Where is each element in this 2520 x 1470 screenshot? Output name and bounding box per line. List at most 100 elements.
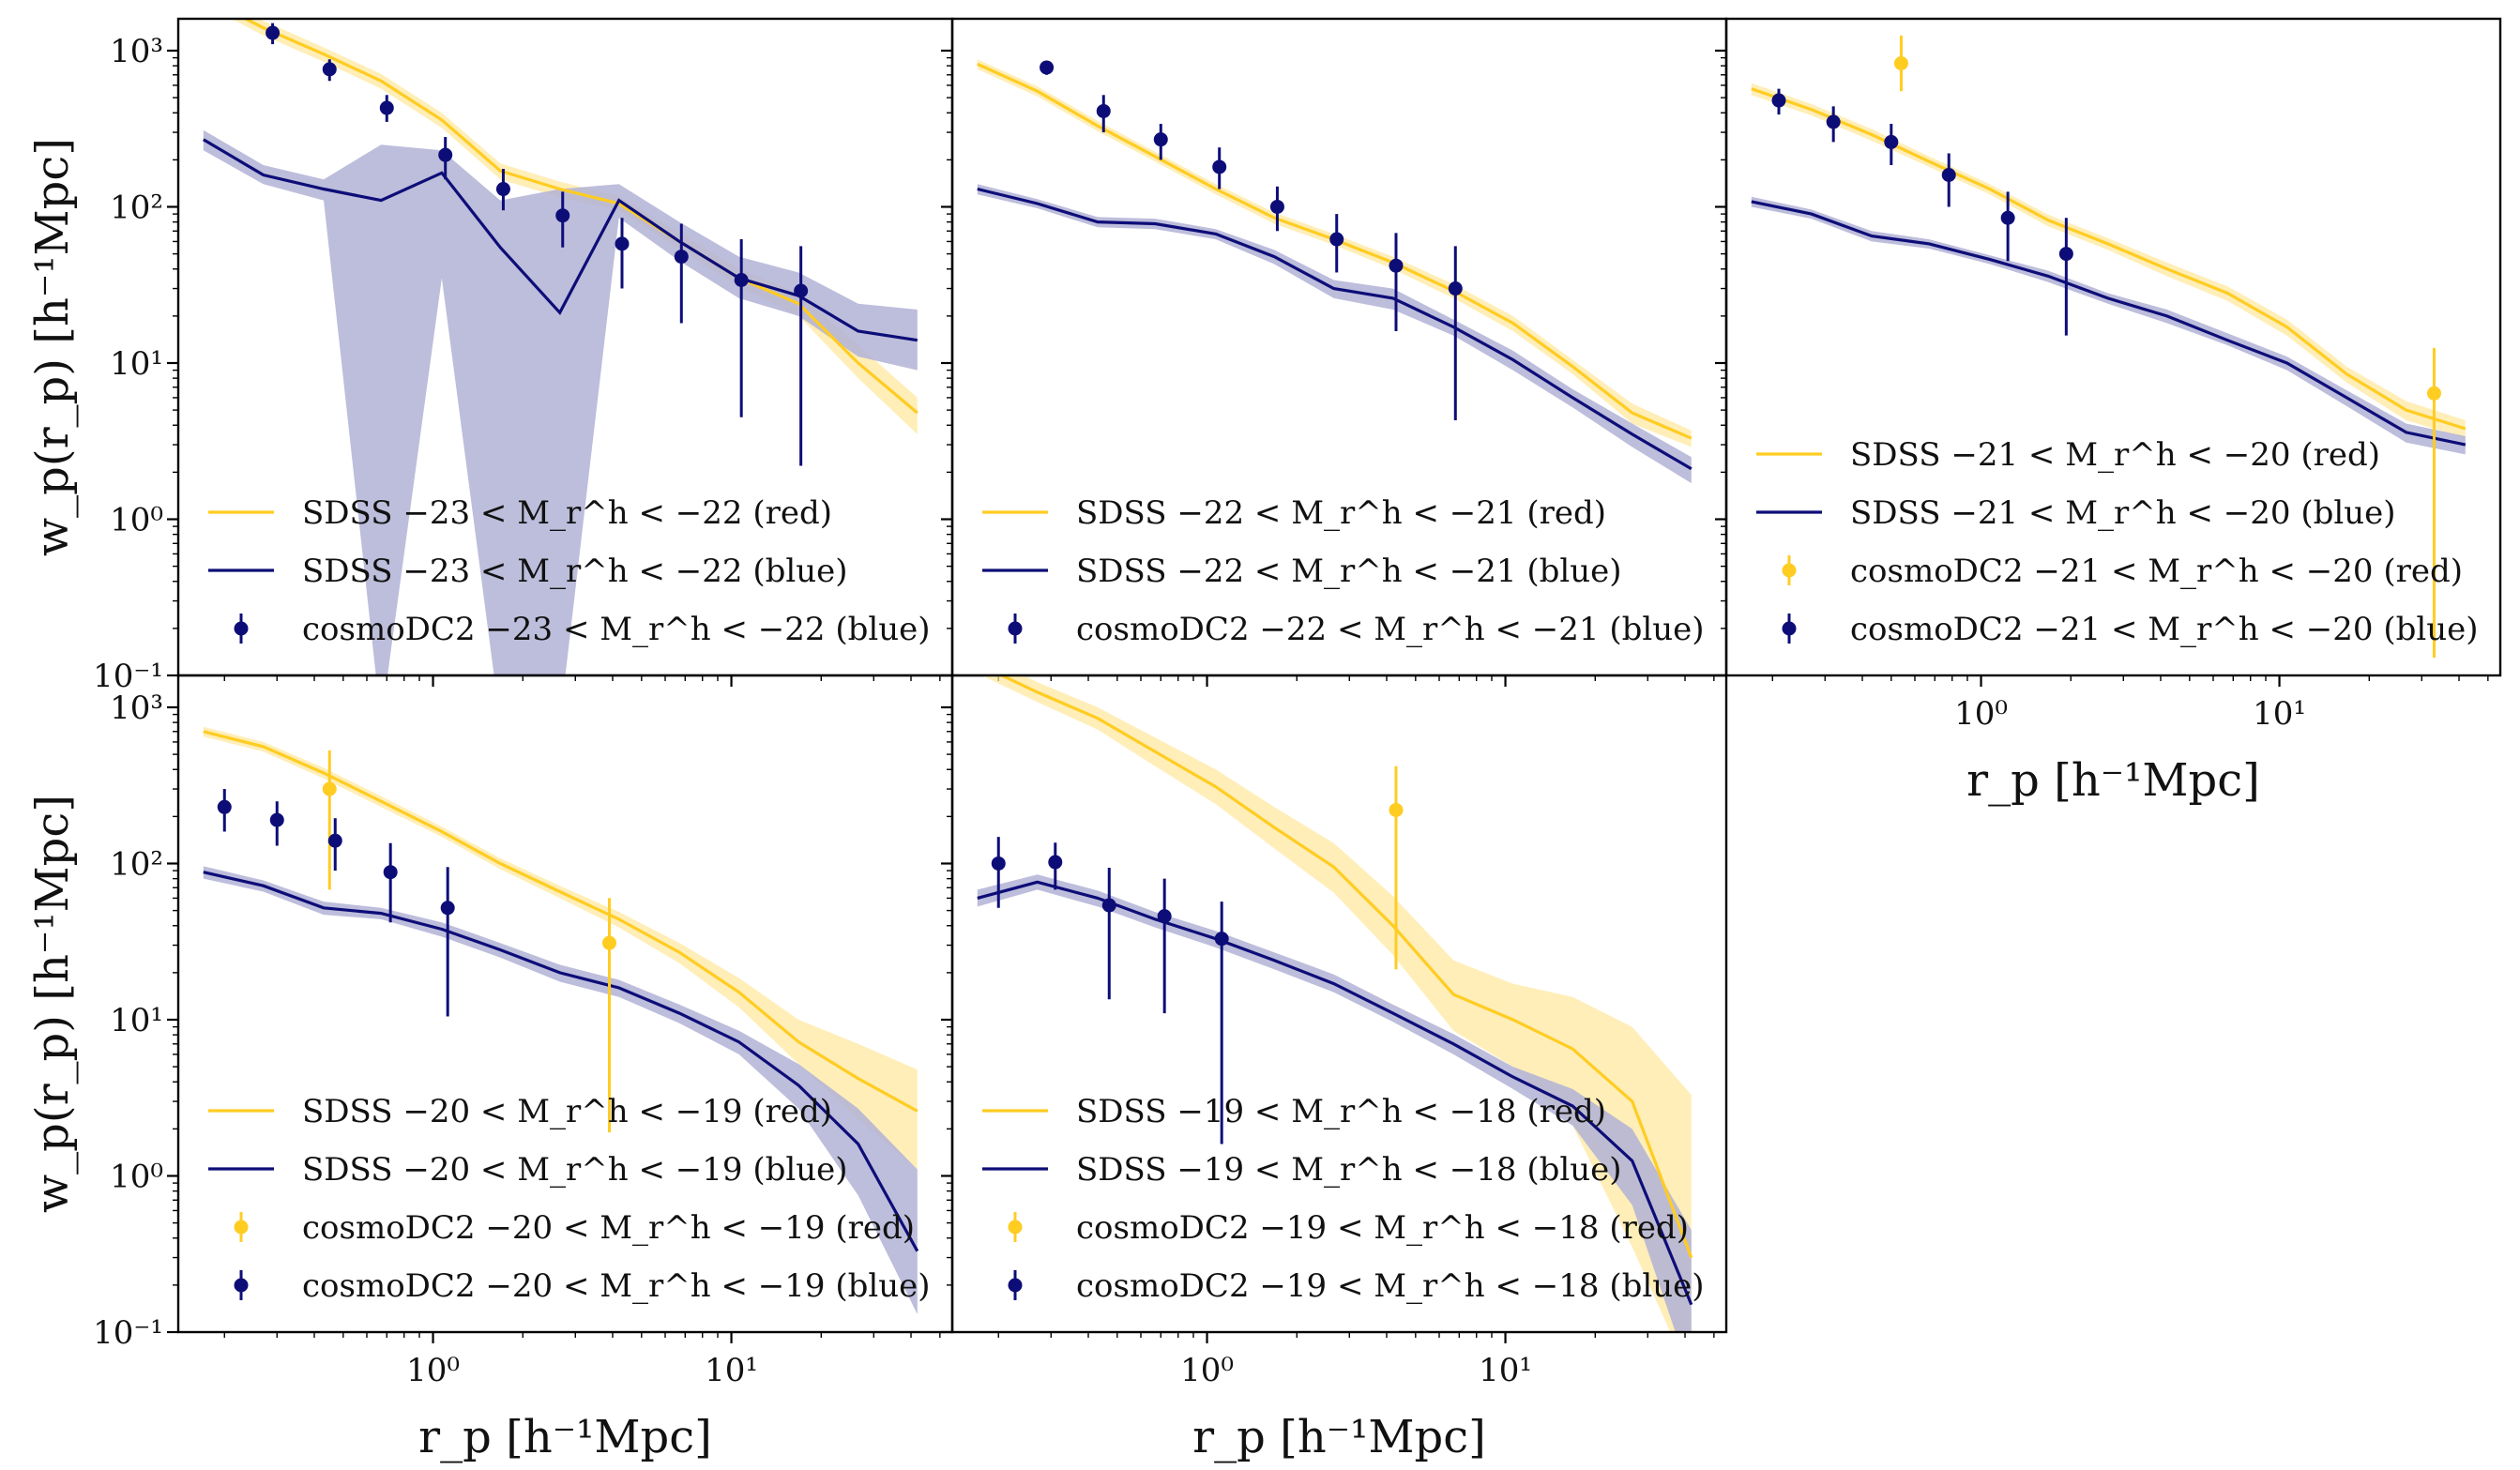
- legend: SDSS −19 < M_r^h < −18 (red) SDSS −19 < M…: [982, 1093, 1705, 1305]
- legend-label: SDSS −22 < M_r^h < −21 (blue): [1076, 553, 1622, 590]
- line-sdss-blue: [977, 880, 1693, 1306]
- legend-label: SDSS −19 < M_r^h < −18 (blue): [1076, 1151, 1622, 1189]
- point-cosmodc2-blue: [495, 182, 510, 197]
- point-cosmodc2-blue: [794, 283, 809, 298]
- point-cosmodc2-blue: [269, 812, 284, 827]
- point-cosmodc2-blue: [1096, 103, 1111, 118]
- point-cosmodc2-blue: [383, 865, 398, 880]
- point-cosmodc2-blue: [327, 833, 342, 848]
- panel-top-middle: SDSS −22 < M_r^h < −21 (red) SDSS −22 < M…: [941, 17, 1728, 687]
- point-cosmodc2-blue: [1269, 199, 1284, 214]
- point-cosmodc2-blue: [1771, 93, 1786, 108]
- band-red-0: [1751, 83, 2466, 439]
- point-cosmodc2-blue: [1048, 855, 1063, 870]
- point-cosmodc2-blue: [1212, 159, 1227, 174]
- point-cosmodc2-blue: [1214, 932, 1229, 947]
- point-cosmodc2-blue: [2000, 210, 2015, 225]
- point-cosmodc2-blue: [217, 799, 232, 814]
- legend-label: SDSS −20 < M_r^h < −19 (red): [302, 1093, 832, 1130]
- x-axis-label: r_p [h⁻¹Mpc]: [1192, 1411, 1486, 1463]
- plot-area: [203, 726, 919, 1314]
- legend-label: cosmoDC2 −21 < M_r^h < −20 (red): [1850, 553, 2463, 590]
- legend-swatch-point: [1008, 1220, 1023, 1235]
- legend-label: SDSS −21 < M_r^h < −20 (red): [1850, 436, 2380, 474]
- point-cosmodc2-blue: [322, 62, 337, 77]
- panel-bottom-left: 10⁻¹ 10⁰ 10¹ 10² 10³ 10⁰ 10¹ r_p [h⁻¹Mpc] w_p(r_…: [26, 674, 954, 1463]
- band-blue-1: [203, 129, 918, 675]
- legend-label: SDSS −23 < M_r^h < −22 (red): [302, 494, 832, 532]
- line-sdss-blue: [1751, 200, 2467, 447]
- point-cosmodc2-blue: [379, 100, 394, 115]
- point-cosmodc2-red: [1389, 802, 1404, 817]
- x-tick-label: 10⁰: [1954, 695, 2008, 733]
- legend-swatch-point: [234, 621, 249, 636]
- y-tick-label: 10³: [110, 33, 163, 70]
- point-cosmodc2-blue: [1040, 60, 1055, 75]
- point-cosmodc2-blue: [1826, 114, 1841, 129]
- y-tick-label: 10⁻¹: [93, 1314, 163, 1352]
- y-tick-label: 10⁰: [110, 501, 163, 538]
- line-sdss-blue: [977, 187, 1693, 471]
- y-tick-label: 10¹: [110, 345, 163, 383]
- x-axis-label: r_p [h⁻¹Mpc]: [1966, 754, 2260, 807]
- legend-label: cosmoDC2 −20 < M_r^h < −19 (red): [302, 1209, 915, 1247]
- point-cosmodc2-blue: [1389, 258, 1404, 273]
- y-axis-label: w_p(r_p) [h⁻¹Mpc]: [26, 138, 79, 556]
- legend-label: cosmoDC2 −19 < M_r^h < −18 (red): [1076, 1209, 1689, 1247]
- point-cosmodc2-blue: [555, 208, 570, 223]
- x-tick-label: 10¹: [2253, 695, 2306, 733]
- panel-top-left: 10⁻¹ 10⁰ 10¹ 10² 10³ w_p(r_p) [h⁻¹Mpc] SDSS −2…: [26, 17, 954, 695]
- legend: SDSS −23 < M_r^h < −22 (red) SDSS −23 < M…: [208, 494, 931, 648]
- point-cosmodc2-blue: [1941, 168, 1956, 183]
- plot-area: [202, 19, 918, 675]
- point-cosmodc2-blue: [1329, 232, 1344, 247]
- legend-swatch-point: [234, 1220, 249, 1235]
- band-blue-1: [977, 874, 1692, 1332]
- legend-swatch-point: [1008, 1278, 1023, 1293]
- point-cosmodc2-blue: [734, 273, 749, 288]
- point-cosmodc2-blue: [2058, 247, 2073, 262]
- point-cosmodc2-red: [1893, 55, 1908, 70]
- x-tick-label: 10¹: [705, 1352, 758, 1389]
- legend-label: cosmoDC2 −20 < M_r^h < −19 (blue): [302, 1267, 931, 1305]
- point-cosmodc2-blue: [1153, 132, 1168, 147]
- x-tick-label: 10⁰: [406, 1352, 460, 1389]
- legend-swatch-point: [1782, 621, 1797, 636]
- line-sdss-red: [1751, 87, 2467, 431]
- y-tick-label: 10²: [110, 845, 163, 883]
- line-sdss-blue: [203, 871, 919, 1252]
- axes-frame: [1724, 17, 2502, 677]
- legend-label: SDSS −22 < M_r^h < −21 (red): [1076, 494, 1606, 532]
- y-tick-label: 10³: [110, 690, 163, 727]
- point-cosmodc2-blue: [991, 856, 1006, 871]
- band-red-0: [981, 675, 1692, 1332]
- legend-label: SDSS −23 < M_r^h < −22 (blue): [302, 553, 848, 590]
- point-cosmodc2-blue: [1157, 909, 1172, 924]
- legend-label: SDSS −21 < M_r^h < −20 (blue): [1850, 494, 2396, 532]
- point-cosmodc2-blue: [266, 25, 281, 40]
- legend-label: cosmoDC2 −19 < M_r^h < −18 (blue): [1076, 1267, 1705, 1305]
- band-blue-1: [203, 866, 918, 1314]
- point-cosmodc2-red: [602, 935, 617, 950]
- legend-swatch-point: [1782, 563, 1797, 578]
- point-cosmodc2-blue: [1448, 281, 1463, 296]
- y-tick-label: 10⁰: [110, 1158, 163, 1195]
- panel-top-right: 10⁰ 10¹ r_p [h⁻¹Mpc] SDSS −21 < M_r^h < −20…: [1715, 17, 2502, 807]
- line-sdss-red: [203, 730, 918, 1113]
- legend-label: SDSS −19 < M_r^h < −18 (red): [1076, 1093, 1606, 1130]
- panel-bottom-middle: 10⁰ 10¹ r_p [h⁻¹Mpc] SDSS −19 < M_r^h < −18…: [941, 674, 1728, 1463]
- band-blue-1: [977, 184, 1692, 484]
- y-tick-label: 10²: [110, 189, 163, 226]
- point-cosmodc2-blue: [615, 236, 630, 251]
- x-axis-label: r_p [h⁻¹Mpc]: [418, 1411, 712, 1463]
- legend-label: SDSS −20 < M_r^h < −19 (blue): [302, 1151, 848, 1189]
- legend-swatch-point: [234, 1278, 249, 1293]
- legend: SDSS −21 < M_r^h < −20 (red) SDSS −21 < M…: [1756, 436, 2479, 648]
- line-sdss-red: [242, 19, 918, 415]
- line-sdss-red: [998, 675, 1693, 1259]
- legend-label: cosmoDC2 −23 < M_r^h < −22 (blue): [302, 611, 931, 648]
- plot-area: [1751, 35, 2467, 659]
- legend-swatch-point: [1008, 621, 1023, 636]
- x-tick-label: 10⁰: [1180, 1352, 1234, 1389]
